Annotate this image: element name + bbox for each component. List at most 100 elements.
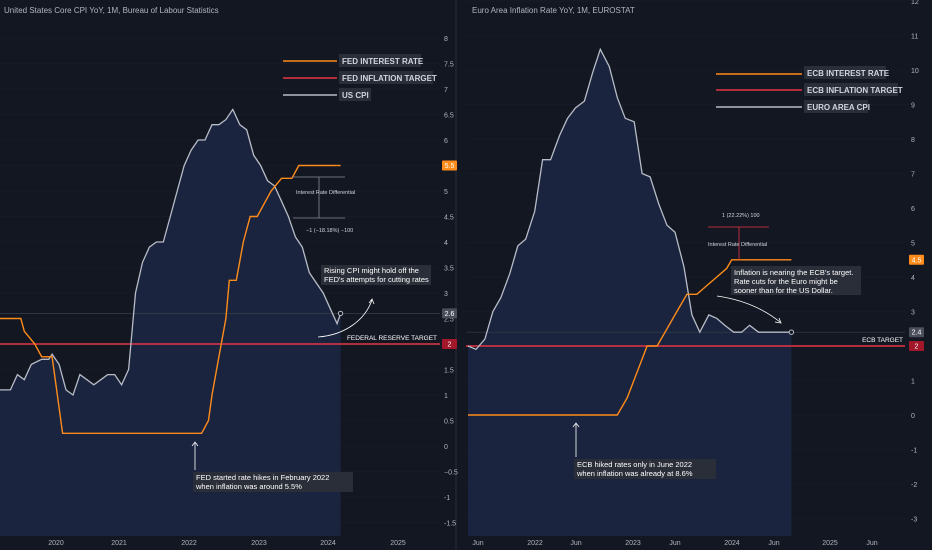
y-tick-label: -1 [444, 495, 450, 502]
annotation-cpi-arrow [317, 299, 373, 338]
y-tick-label: 4 [911, 275, 915, 282]
y-tick-label: 0.5 [444, 419, 454, 426]
right-chart-title: Euro Area Inflation Rate YoY, 1M, EUROST… [472, 6, 635, 15]
x-tick-label: Jun [768, 540, 779, 547]
x-tick-label: 2022 [527, 540, 543, 547]
legend-euro-cpi-label: EURO AREA CPI [807, 103, 870, 112]
annotation-hike-text: FED started rate hikes in February 2022 … [195, 473, 332, 491]
x-tick-label: 2023 [625, 540, 641, 547]
left-legend: FED INTEREST RATE FED INFLATION TARGET U… [283, 54, 437, 101]
target-price-label-bg [442, 339, 457, 349]
y-tick-label: −0.5 [444, 470, 458, 477]
rate-price-label-bg [442, 160, 457, 171]
x-tick-label: 2025 [822, 540, 838, 547]
left-chart-panel: -1.5 -1 −0.5 0 0.5 1 1.5 2 2.5 3 3.5 4 4.5 5 5.5 6 6.5 7 7… [0, 36, 458, 547]
annotation-cpi-text: Rising CPI might hold off the FED's atte… [324, 266, 429, 284]
annotation-ecb-hike-text: ECB hiked rates only in June 2022 when i… [576, 460, 694, 478]
cpi-line [467, 47, 792, 351]
target-price-label: 2 [915, 344, 919, 351]
legend-ecb-rate-bg [804, 66, 886, 79]
left-annotation-hike: FED started rate hikes in February 2022 … [191, 441, 353, 492]
ecb-measure-title: Interest Rate Differential [708, 242, 767, 248]
measure-value: −1 (−18.18%) −100 [306, 228, 353, 234]
cpi-price-label: 2.6 [445, 311, 455, 318]
y-tick-label: -3 [911, 517, 917, 524]
target-label: ECB TARGET [862, 337, 903, 344]
y-tick-label: 4 [444, 240, 448, 247]
x-tick-label: 2024 [724, 540, 740, 547]
x-tick-label: 2020 [48, 540, 64, 547]
annotation-ecb-hike-bg [574, 459, 716, 479]
legend-rate-label: FED INTEREST RATE [342, 57, 424, 66]
y-tick-label: 6.5 [444, 113, 454, 120]
y-tick-label: 4.5 [444, 215, 454, 222]
measure-title: Interest Rate Differential [296, 190, 355, 196]
legend-target-label: FED INFLATION TARGET [342, 74, 437, 83]
ecb-measure-value: 1 (22.22%) 100 [722, 213, 760, 219]
legend-ecb-target-label: ECB INFLATION TARGET [807, 86, 903, 95]
y-tick-label: 8 [444, 36, 448, 43]
annotation-ecb-hike-line-2: when inflation was already at 8.6% [576, 469, 693, 478]
y-tick-label: -2 [911, 482, 917, 489]
y-tick-label: 1 [444, 393, 448, 400]
right-measure-tool: 1 (22.22%) 100 Interest Rate Differentia… [708, 213, 769, 260]
y-tick-label: 9 [911, 103, 915, 110]
y-tick-label: 6 [911, 206, 915, 213]
target-price-label: 2 [448, 342, 452, 349]
annotation-cpi-line-1: Rising CPI might hold off the [324, 266, 419, 275]
annotation-ecb-hike-arrowhead [572, 422, 580, 428]
y-tick-label: 7 [444, 87, 448, 94]
y-tick-label: 3 [911, 310, 915, 317]
annotation-ecb-line-1: Inflation is nearing the ECB's target. [734, 268, 853, 277]
y-tick-label: 8 [911, 137, 915, 144]
y-tick-label: -1.5 [444, 521, 456, 528]
x-tick-label: Jun [472, 540, 483, 547]
y-tick-label: -1 [911, 448, 917, 455]
y-tick-label: 5 [911, 241, 915, 248]
right-annotation-ecb: Inflation is nearing the ECB's target. R… [716, 266, 861, 324]
y-tick-label: 2.5 [444, 317, 454, 324]
y-tick-label: 0 [911, 413, 915, 420]
rate-price-label: 5.5 [445, 163, 455, 170]
annotation-hike-line-1: FED started rate hikes in February 2022 [196, 473, 329, 482]
right-annotation-hike: ECB hiked rates only in June 2022 when i… [572, 422, 716, 479]
x-tick-label: 2025 [390, 540, 406, 547]
x-tick-label: Jun [669, 540, 680, 547]
annotation-ecb-text: Inflation is nearing the ECB's target. R… [734, 268, 856, 295]
x-tick-label: 2022 [181, 540, 197, 547]
cpi-end-marker [788, 329, 795, 335]
annotation-ecb-bg [731, 266, 861, 295]
interest-rate-line [0, 164, 341, 434]
annotation-ecb-line-2: Rate cuts for the Euro might be [734, 277, 838, 286]
legend-euro-cpi-bg [804, 100, 868, 113]
annotation-ecb-hike-line-1: ECB hiked rates only in June 2022 [577, 460, 692, 469]
y-tick-label: 5 [444, 189, 448, 196]
cpi-price-label-bg [909, 327, 924, 338]
y-tick-label: 7 [911, 172, 915, 179]
annotation-hike-line-2: when inflation was around 5.5% [195, 482, 302, 491]
annotation-cpi-line-2: FED's attempts for cutting rates [324, 275, 429, 284]
annotation-cpi-bg [321, 265, 431, 285]
x-tick-label: Jun [570, 540, 581, 547]
y-tick-label: 3 [444, 291, 448, 298]
x-tick-label: Jun [866, 540, 877, 547]
y-tick-label: 12 [911, 0, 919, 6]
target-price-label-bg [909, 341, 924, 351]
cpi-end-marker [337, 310, 344, 317]
y-tick-label: 11 [911, 34, 918, 41]
annotation-hike-arrowhead [191, 441, 199, 447]
cpi-line [0, 108, 342, 397]
interest-rate-line [468, 259, 792, 416]
annotation-hike-bg [193, 472, 353, 492]
y-tick-label: 10 [911, 68, 919, 75]
x-tick-label: 2021 [111, 540, 127, 547]
legend-cpi-label: US CPI [342, 91, 369, 100]
left-measure-tool: Interest Rate Differential −1 (−18.18%) … [293, 176, 355, 234]
x-tick-label: 2023 [251, 540, 267, 547]
cpi-price-label-bg [442, 308, 457, 319]
annotation-cpi-arrowhead [368, 298, 375, 305]
cpi-price-label: 2.4 [912, 330, 922, 337]
left-chart-title: United States Core CPI YoY, 1M, Bureau o… [4, 6, 219, 15]
legend-ecb-rate-label: ECB INTEREST RATE [807, 69, 890, 78]
